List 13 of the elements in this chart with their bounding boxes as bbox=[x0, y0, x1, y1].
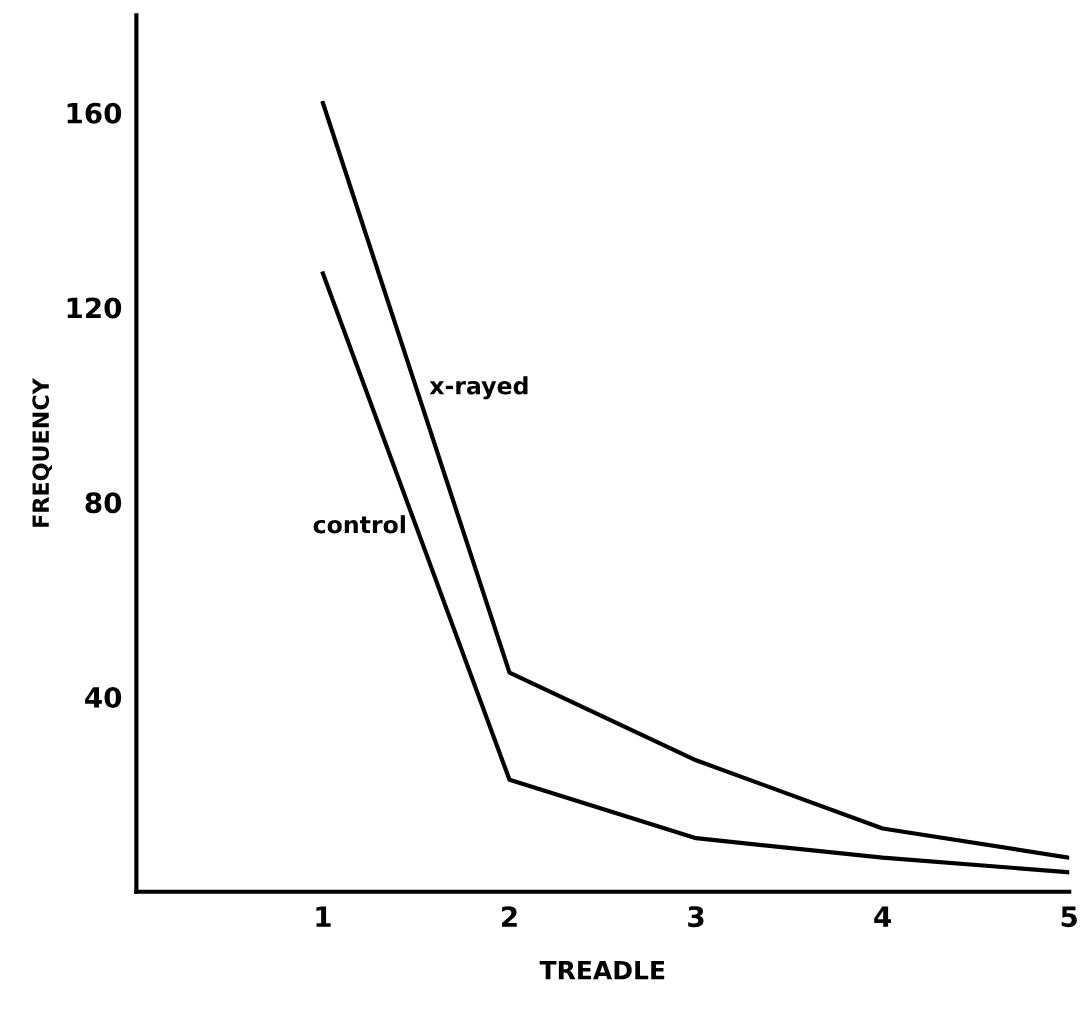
series-label: control bbox=[313, 515, 405, 534]
x-tick-label: 5 bbox=[1061, 906, 1077, 928]
y-tick-label: 160 bbox=[67, 102, 122, 124]
x-tick-label: 2 bbox=[502, 906, 517, 927]
x-tick-label: 4 bbox=[874, 906, 892, 927]
y-tick-label: 40 bbox=[85, 686, 122, 708]
x-axis-title: TREADLE bbox=[539, 961, 665, 980]
x-tick-label: 1 bbox=[316, 906, 331, 927]
y-axis-title: FREQUENCY bbox=[32, 378, 53, 527]
series-label: x-rayed bbox=[429, 376, 528, 400]
y-tick-label: 120 bbox=[67, 297, 122, 319]
x-tick-label: 3 bbox=[688, 906, 704, 928]
y-tick-label: 80 bbox=[85, 492, 122, 514]
